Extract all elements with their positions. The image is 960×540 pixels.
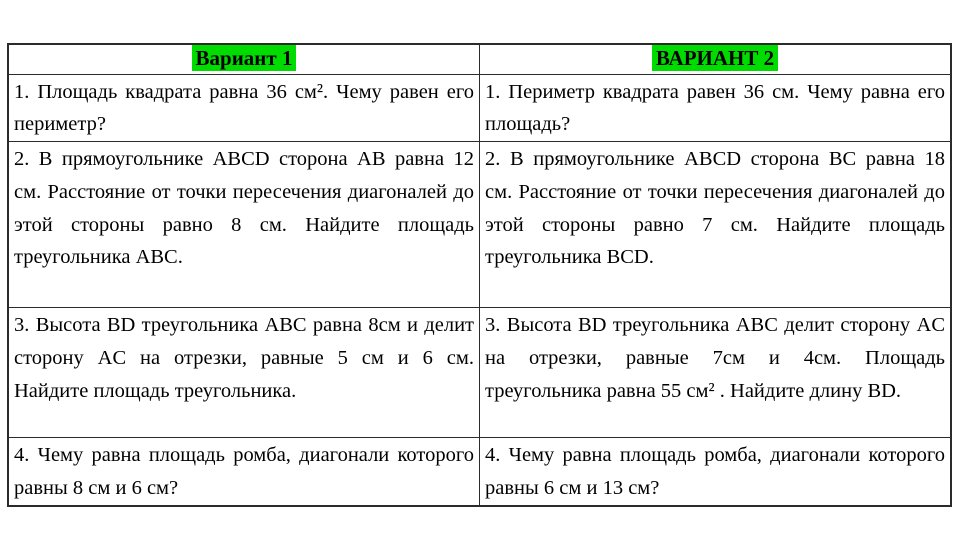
problem-cell-v1-1: 1. Площадь квадрата равна 36 см². Чему р… bbox=[7, 73, 480, 143]
table-header-row: Вариант 1 ВАРИАНТ 2 bbox=[7, 43, 952, 75]
problem-text-v1-4: 4. Чему равна площадь ромба, диагонали к… bbox=[14, 444, 474, 499]
variant-2-label: ВАРИАНТ 2 bbox=[651, 45, 779, 71]
table-row-problem-4: 4. Чему равна площадь ромба, диагонали к… bbox=[7, 437, 952, 507]
problem-cell-v2-1: 1. Периметр квадрата равен 36 см. Чему р… bbox=[479, 73, 952, 143]
problem-cell-v2-2: 2. В прямоугольнике ABCD сторона BC равн… bbox=[479, 141, 952, 309]
problem-text-v1-2: 2. В прямоугольнике ABCD сторона AB равн… bbox=[14, 148, 474, 269]
problem-cell-v2-3: 3. Высота BD треугольника ABC делит стор… bbox=[479, 307, 952, 439]
worksheet-table: Вариант 1 ВАРИАНТ 2 1. Площадь квадрата … bbox=[7, 43, 952, 507]
problem-text-v2-2: 2. В прямоугольнике ABCD сторона BC равн… bbox=[485, 148, 945, 269]
problem-cell-v1-3: 3. Высота BD треугольника ABC равна 8см … bbox=[7, 307, 480, 439]
variant-1-header: Вариант 1 bbox=[7, 43, 480, 75]
problem-text-v1-1: 1. Площадь квадрата равна 36 см². Чему р… bbox=[14, 80, 474, 136]
problem-text-v2-4: 4. Чему равна площадь ромба, диагонали к… bbox=[485, 444, 945, 499]
problem-text-v2-3: 3. Высота BD треугольника ABC делит стор… bbox=[485, 314, 945, 402]
problem-cell-v1-4: 4. Чему равна площадь ромба, диагонали к… bbox=[7, 437, 480, 507]
problem-text-v1-3: 3. Высота BD треугольника ABC равна 8см … bbox=[14, 314, 474, 402]
variant-2-header: ВАРИАНТ 2 bbox=[479, 43, 952, 75]
variant-1-label: Вариант 1 bbox=[191, 45, 297, 71]
problem-text-v2-1: 1. Периметр квадрата равен 36 см. Чему р… bbox=[485, 80, 945, 136]
table-row-problem-1: 1. Площадь квадрата равна 36 см². Чему р… bbox=[7, 73, 952, 143]
table-row-problem-2: 2. В прямоугольнике ABCD сторона AB равн… bbox=[7, 141, 952, 309]
table-row-problem-3: 3. Высота BD треугольника ABC равна 8см … bbox=[7, 307, 952, 439]
problem-cell-v2-4: 4. Чему равна площадь ромба, диагонали к… bbox=[479, 437, 952, 507]
problem-cell-v1-2: 2. В прямоугольнике ABCD сторона AB равн… bbox=[7, 141, 480, 309]
